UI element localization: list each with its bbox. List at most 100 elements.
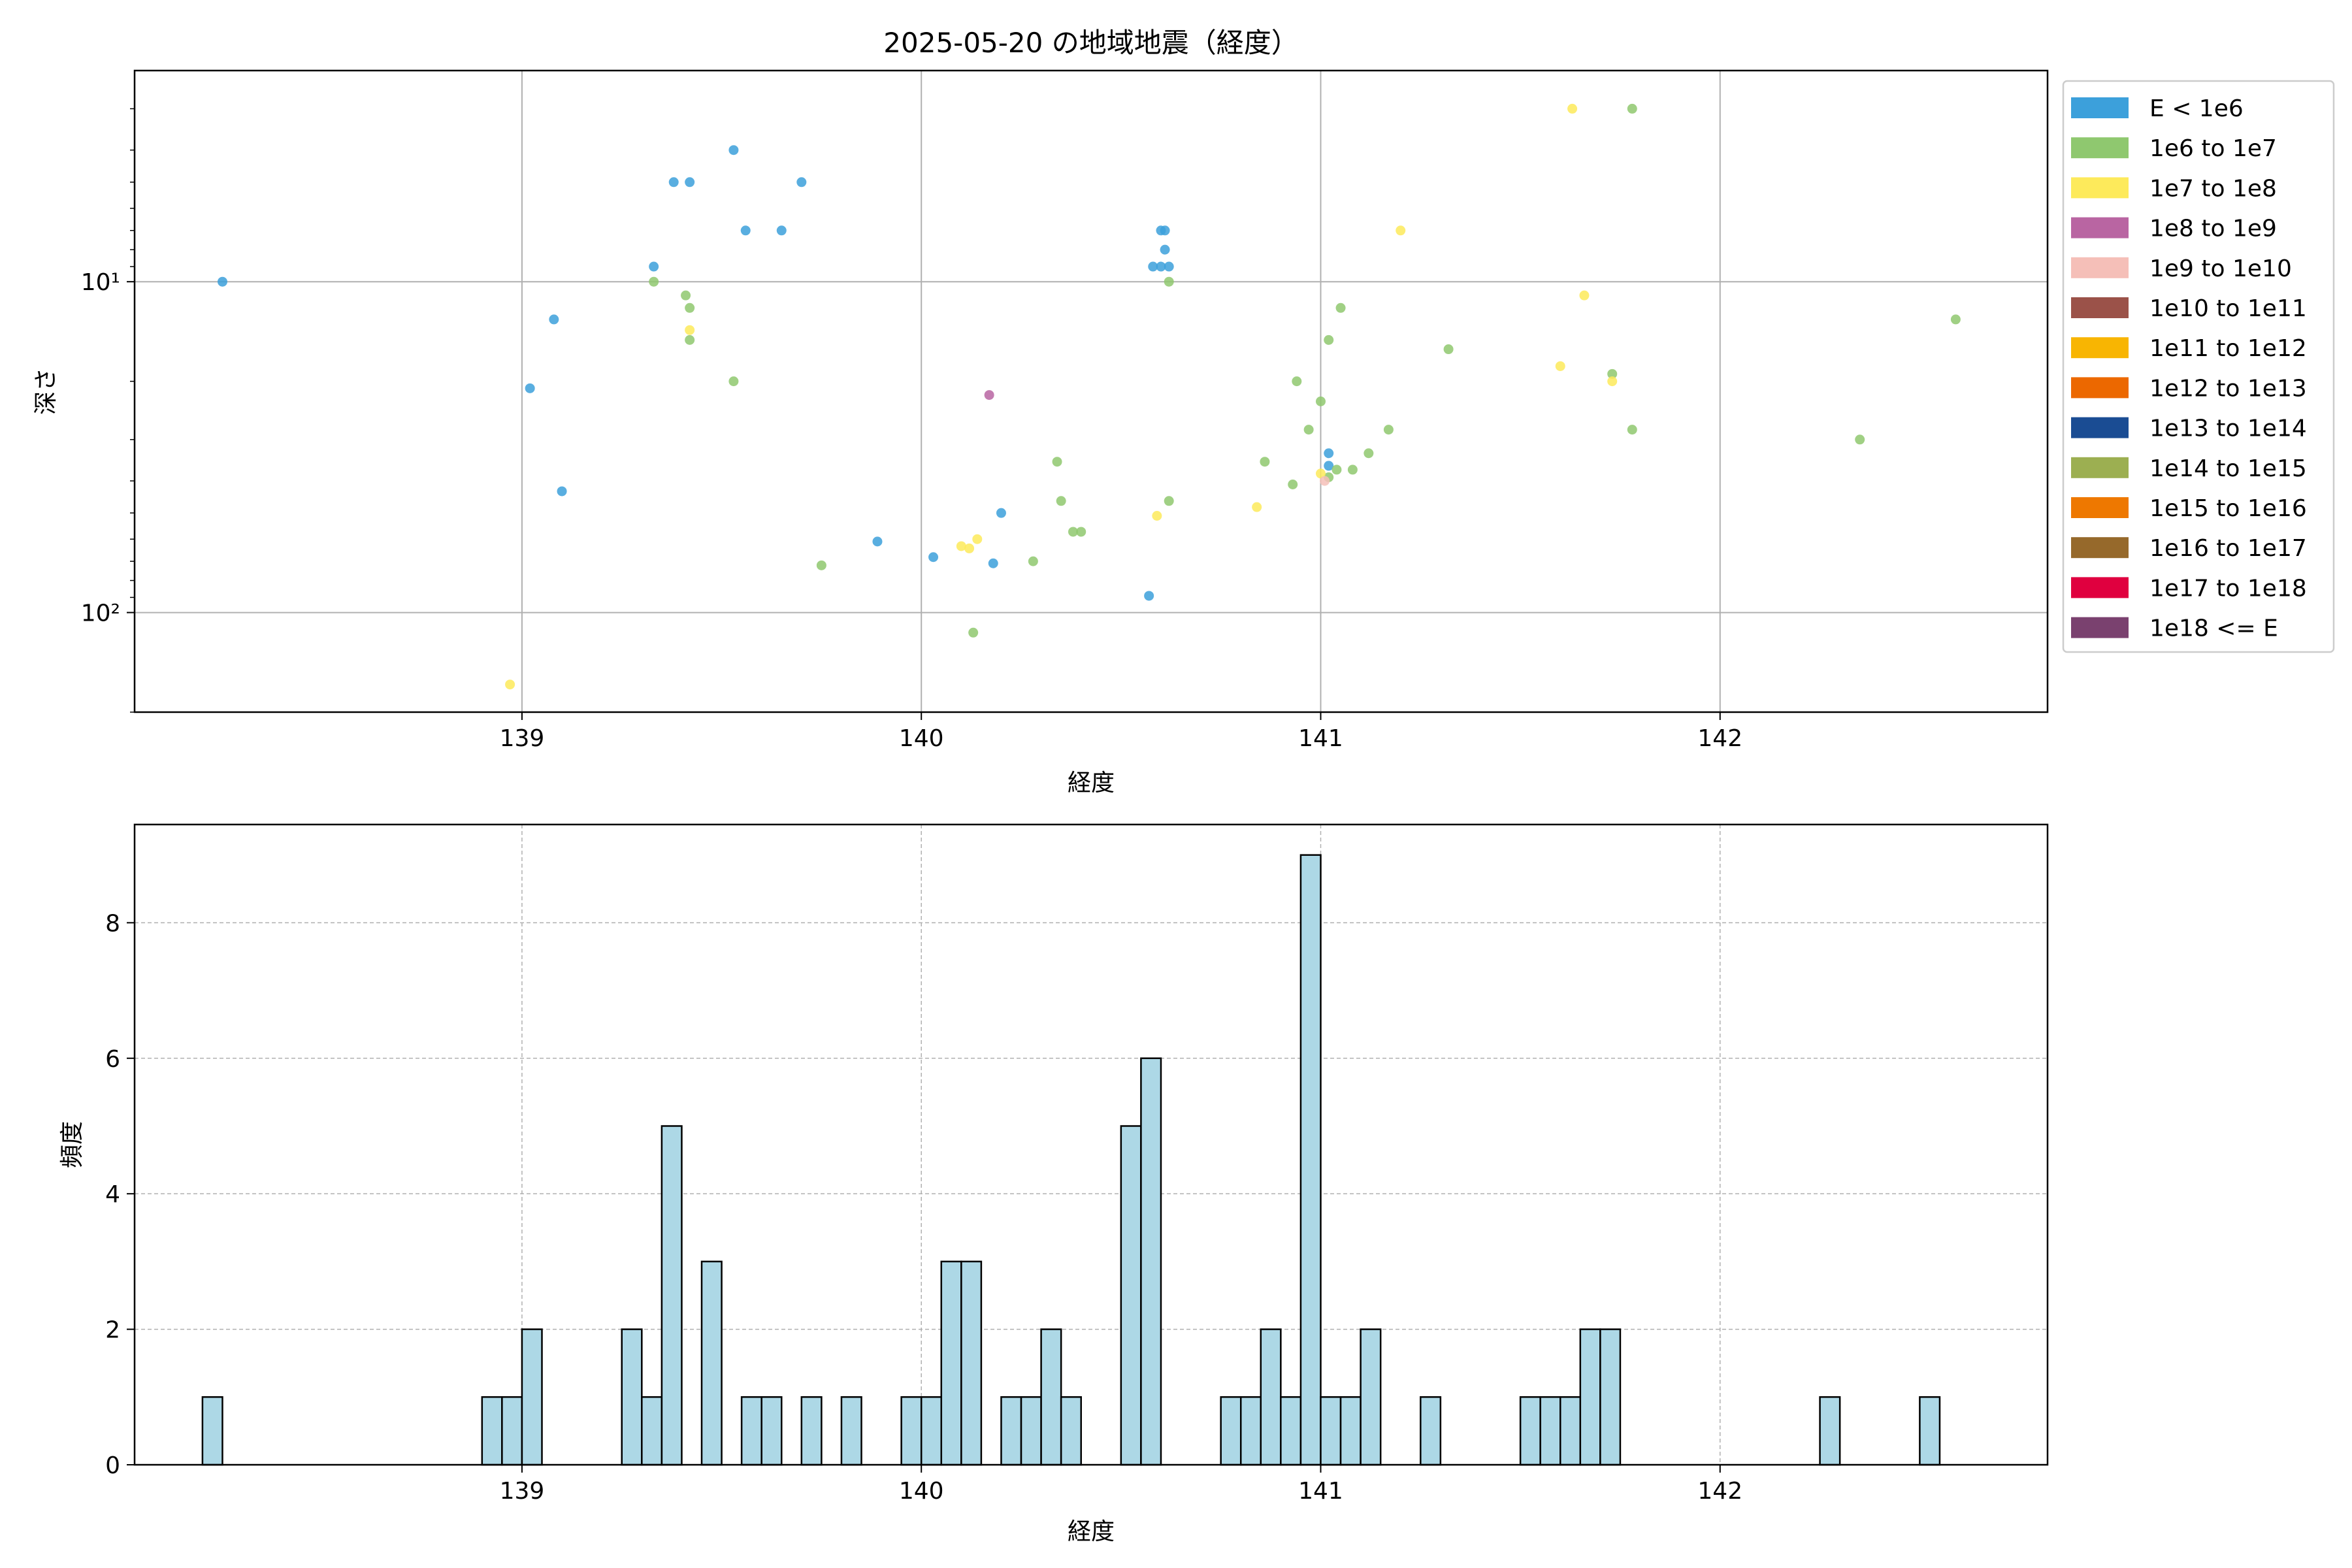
legend-label: 1e8 to 1e9	[2149, 216, 2277, 242]
legend-swatch	[2071, 537, 2129, 559]
legend-swatch	[2071, 217, 2129, 238]
histogram-bar	[1020, 1396, 1042, 1466]
histogram-panel: 139 140 141 142 0 2 4 6 8 経度 頻度	[59, 823, 2049, 1545]
histogram-bar	[201, 1396, 223, 1466]
histogram-bar	[760, 1396, 783, 1466]
scatter-point-e-1e6	[796, 177, 807, 188]
scatter-point-1e7-to-1e8	[972, 534, 983, 544]
scatter-point-1e6-to-1e7	[1627, 103, 1637, 114]
histogram-bar	[621, 1328, 643, 1466]
scatter-point-1e6-to-1e7	[1364, 448, 1374, 459]
scatter-point-1e9-to-1e10	[1320, 476, 1330, 486]
histogram-x-tick-label: 140	[899, 1478, 944, 1505]
scatter-point-1e6-to-1e7	[1315, 396, 1326, 406]
scatter-point-e-1e6	[872, 536, 883, 547]
scatter-point-1e6-to-1e7	[681, 290, 691, 301]
histogram-axes-frame	[133, 823, 2049, 1466]
scatter-point-1e6-to-1e7	[1292, 376, 1302, 387]
scatter-point-e-1e6	[996, 508, 1006, 518]
histogram-bar	[1000, 1396, 1022, 1466]
scatter-point-1e6-to-1e7	[1855, 434, 1865, 445]
legend-label: E < 1e6	[2149, 95, 2244, 122]
histogram-bar	[1599, 1328, 1622, 1466]
chart-title: 2025-05-20 の地域地震（経度）	[883, 27, 1298, 59]
scatter-point-1e6-to-1e7	[685, 335, 695, 345]
legend-frame	[2062, 80, 2335, 653]
histogram-bar	[1239, 1396, 1262, 1466]
histogram-y-ticks: 0 2 4 6 8	[105, 910, 135, 1479]
scatter-point-1e7-to-1e8	[505, 679, 515, 690]
scatter-point-1e6-to-1e7	[649, 276, 659, 287]
histogram-x-tick-label: 142	[1697, 1478, 1742, 1505]
scatter-point-1e6-to-1e7	[968, 627, 979, 638]
legend: E < 1e6 1e6 to 1e7 1e7 to 1e8 1e8 to 1e9 1e9…	[2062, 80, 2335, 653]
scatter-point-1e6-to-1e7	[1260, 457, 1270, 467]
scatter-axes-frame	[133, 69, 2049, 713]
histogram-bar	[1919, 1396, 1941, 1466]
histogram-y-tick-label: 0	[105, 1452, 120, 1479]
scatter-point-1e6-to-1e7	[816, 560, 826, 570]
histogram-x-tick-label: 141	[1298, 1478, 1343, 1505]
histogram-bar	[1120, 1125, 1142, 1466]
legend-label: 1e18 <= E	[2149, 615, 2278, 642]
scatter-y-ticks: 10¹ 10²	[81, 108, 135, 713]
histogram-bar	[740, 1396, 762, 1466]
scatter-point-1e7-to-1e8	[1396, 225, 1406, 236]
scatter-panel: 139 140 141 142 10¹ 10² 2025-05-20 の地域地震（経度）…	[33, 27, 2335, 796]
histogram-bar	[840, 1396, 862, 1466]
histogram-bar	[1420, 1396, 1442, 1466]
scatter-point-e-1e6	[776, 225, 787, 236]
legend-label: 1e17 to 1e18	[2149, 575, 2307, 602]
scatter-x-axis-label: 経度	[1068, 770, 1115, 796]
histogram-bar	[521, 1328, 543, 1466]
scatter-point-e-1e6	[1148, 261, 1158, 272]
scatter-point-1e7-to-1e8	[1252, 502, 1262, 512]
histogram-bar	[1040, 1328, 1062, 1466]
histogram-bar	[700, 1260, 723, 1466]
scatter-point-1e7-to-1e8	[1555, 361, 1565, 371]
histogram-bars	[201, 854, 1941, 1466]
histogram-bar	[1060, 1396, 1082, 1466]
scatter-point-1e8-to-1e9	[984, 390, 994, 400]
scatter-point-e-1e6	[1324, 448, 1334, 459]
scatter-point-1e6-to-1e7	[1303, 425, 1314, 435]
scatter-point-1e7-to-1e8	[1579, 290, 1590, 301]
scatter-point-1e6-to-1e7	[1950, 314, 1961, 325]
legend-swatch	[2071, 137, 2129, 159]
histogram-bar	[920, 1396, 943, 1466]
scatter-point-e-1e6	[928, 552, 939, 563]
scatter-point-e-1e6	[549, 314, 559, 325]
scatter-point-1e6-to-1e7	[1347, 465, 1358, 475]
scatter-x-tick-label: 142	[1697, 725, 1742, 752]
scatter-x-tick-label: 139	[500, 725, 545, 752]
scatter-point-e-1e6	[557, 486, 567, 497]
scatter-x-tick-label: 141	[1298, 725, 1343, 752]
legend-label: 1e16 to 1e17	[2149, 535, 2307, 562]
histogram-y-tick-label: 6	[105, 1046, 120, 1073]
scatter-y-tick-label: 10²	[81, 600, 120, 627]
histogram-bar	[1519, 1396, 1541, 1466]
scatter-point-1e6-to-1e7	[1331, 465, 1342, 475]
scatter-point-1e6-to-1e7	[1335, 302, 1346, 313]
histogram-bar	[1579, 1328, 1601, 1466]
legend-swatch	[2071, 337, 2129, 359]
scatter-point-1e6-to-1e7	[1164, 276, 1174, 287]
histogram-y-tick-label: 4	[105, 1181, 120, 1208]
legend-swatch	[2071, 257, 2129, 278]
scatter-points	[217, 103, 1961, 690]
legend-label: 1e7 to 1e8	[2149, 175, 2277, 202]
histogram-bar	[661, 1125, 683, 1466]
histogram-x-ticks: 139 140 141 142	[500, 1465, 1742, 1505]
scatter-point-e-1e6	[1160, 244, 1170, 255]
legend-label: 1e11 to 1e12	[2149, 335, 2307, 362]
scatter-point-e-1e6	[217, 276, 227, 287]
histogram-x-axis-label: 経度	[1068, 1518, 1115, 1545]
legend-swatch	[2071, 457, 2129, 478]
histogram-y-tick-label: 8	[105, 910, 120, 937]
scatter-point-1e7-to-1e8	[685, 325, 695, 335]
histogram-bar	[1260, 1328, 1282, 1466]
scatter-point-1e6-to-1e7	[1052, 457, 1062, 467]
scatter-point-1e6-to-1e7	[685, 302, 695, 313]
histogram-bar	[800, 1396, 823, 1466]
histogram-bar	[900, 1396, 923, 1466]
